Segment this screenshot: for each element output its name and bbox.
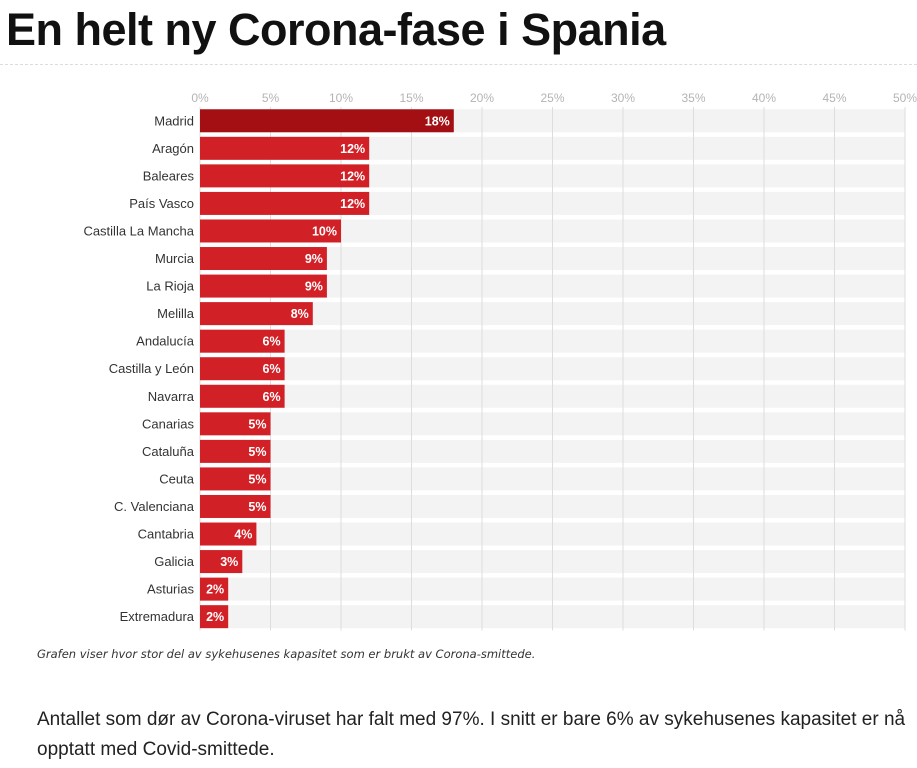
data-label: 12% — [340, 197, 365, 211]
category-label: La Rioja — [146, 279, 194, 294]
data-label: 9% — [305, 280, 323, 294]
data-label: 3% — [220, 555, 238, 569]
bar — [200, 522, 257, 546]
data-label: 2% — [206, 610, 224, 624]
x-tick-label: 40% — [752, 91, 776, 105]
bar — [200, 191, 370, 215]
category-label: Aragón — [152, 141, 194, 156]
data-label: 12% — [340, 142, 365, 156]
category-label: Murcia — [155, 251, 195, 266]
category-label: Castilla y León — [109, 361, 194, 376]
data-label: 6% — [263, 390, 281, 404]
bar — [200, 577, 229, 601]
data-label: 12% — [340, 169, 365, 183]
bar — [200, 494, 271, 518]
category-label: Melilla — [157, 306, 195, 321]
data-label: 10% — [312, 224, 337, 238]
article-paragraph: Antallet som dør av Corona-viruset har f… — [37, 709, 906, 760]
category-label: Navarra — [148, 389, 195, 404]
data-label: 18% — [425, 114, 450, 128]
bar — [200, 302, 313, 326]
data-label: 6% — [263, 335, 281, 349]
bar — [200, 439, 271, 463]
bar — [200, 164, 370, 188]
bar — [200, 219, 341, 243]
category-label: C. Valenciana — [114, 499, 195, 514]
category-label: Extremadura — [120, 609, 195, 624]
data-label: 5% — [248, 445, 266, 459]
data-label: 8% — [291, 307, 309, 321]
category-label: Ceuta — [159, 471, 194, 486]
category-label: Madrid — [154, 113, 194, 128]
category-label: Asturias — [147, 582, 194, 597]
x-tick-label: 35% — [681, 91, 705, 105]
category-label: País Vasco — [129, 196, 194, 211]
bar — [200, 467, 271, 491]
chart-caption: Grafen viser hvor stor del av sykehusene… — [37, 647, 536, 661]
x-tick-label: 25% — [540, 91, 564, 105]
data-label: 5% — [248, 417, 266, 431]
bar — [200, 247, 327, 271]
page-title: En helt ny Corona-fase i Spania — [6, 4, 666, 55]
x-tick-label: 50% — [893, 91, 917, 105]
x-tick-label: 5% — [262, 91, 280, 105]
data-label: 9% — [305, 252, 323, 266]
category-label: Cataluña — [142, 444, 195, 459]
bar — [200, 136, 370, 160]
data-label: 5% — [248, 472, 266, 486]
x-tick-label: 30% — [611, 91, 635, 105]
category-label: Cantabria — [138, 527, 195, 542]
x-tick-label: 45% — [822, 91, 846, 105]
bar — [200, 329, 285, 353]
bar — [200, 412, 271, 436]
data-label: 5% — [248, 500, 266, 514]
x-tick-label: 15% — [399, 91, 423, 105]
category-label: Andalucía — [136, 334, 195, 349]
bar — [200, 357, 285, 381]
category-label: Baleares — [143, 168, 195, 183]
bar — [200, 274, 327, 298]
title-divider — [0, 64, 917, 65]
category-label: Galicia — [154, 554, 195, 569]
bar — [200, 384, 285, 408]
category-label: Castilla La Mancha — [83, 223, 194, 238]
bar — [200, 605, 229, 629]
bar-chart: 0% 5% 10% 15% 20% 25% 30% 35% 40% 45% 50% Madrid 18%… — [83, 91, 917, 631]
bar — [200, 109, 454, 133]
bar — [200, 550, 243, 574]
x-tick-label: 20% — [470, 91, 494, 105]
data-label: 2% — [206, 583, 224, 597]
x-tick-label: 0% — [191, 91, 209, 105]
data-label: 6% — [263, 362, 281, 376]
data-label: 4% — [234, 528, 252, 542]
category-label: Canarias — [142, 416, 195, 431]
x-tick-label: 10% — [329, 91, 353, 105]
